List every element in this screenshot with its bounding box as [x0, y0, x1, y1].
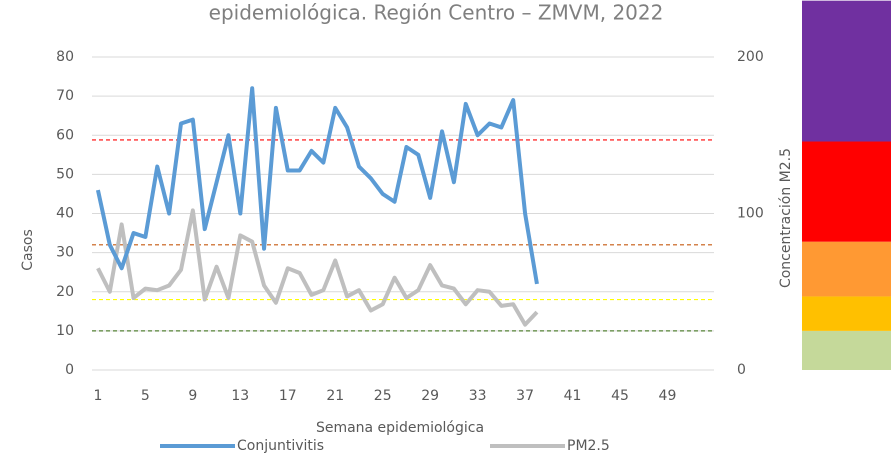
y2-tick-label: 100 — [737, 206, 764, 222]
x-tick-label: 37 — [516, 388, 534, 404]
chart-title: epidemiológica. Región Centro – ZMVM, 20… — [209, 1, 664, 25]
x-tick-label: 17 — [279, 388, 297, 404]
pm-band — [802, 141, 891, 242]
y-tick-label: 30 — [56, 245, 74, 261]
x-tick-label: 45 — [611, 388, 629, 404]
y-tick-label: 0 — [65, 362, 74, 378]
series-line — [95, 86, 539, 285]
series-line — [96, 208, 539, 327]
pm-band — [802, 330, 891, 370]
x-tick-label: 5 — [141, 388, 150, 404]
x-axis-label: Semana epidemiológica — [316, 420, 484, 436]
x-tick-label: 41 — [564, 388, 582, 404]
pm-band — [802, 296, 891, 331]
y2-tick-label: 200 — [737, 49, 764, 65]
x-tick-label: 33 — [469, 388, 487, 404]
pm-band — [802, 0, 891, 142]
x-tick-label: 21 — [326, 388, 344, 404]
x-tick-label: 1 — [93, 388, 102, 404]
legend-label: Conjuntivitis — [237, 438, 324, 454]
x-tick-label: 49 — [659, 388, 677, 404]
x-tick-label: 13 — [231, 388, 249, 404]
y2-tick-label: 0 — [737, 362, 746, 378]
y-tick-label: 50 — [56, 166, 74, 182]
y-tick-label: 10 — [56, 323, 74, 339]
x-tick-label: 9 — [188, 388, 197, 404]
y-tick-label: 20 — [56, 284, 74, 300]
y-tick-label: 70 — [56, 88, 74, 104]
x-tick-label: 29 — [421, 388, 439, 404]
y-tick-label: 80 — [56, 49, 74, 65]
y-axis-label: Casos — [20, 229, 36, 271]
pm-band — [802, 241, 891, 297]
y2-axis-label: Concentración M2.5 — [778, 148, 794, 288]
legend-label: PM2.5 — [567, 438, 610, 454]
y-tick-label: 40 — [56, 206, 74, 222]
x-tick-label: 25 — [374, 388, 392, 404]
y-tick-label: 60 — [56, 127, 74, 143]
